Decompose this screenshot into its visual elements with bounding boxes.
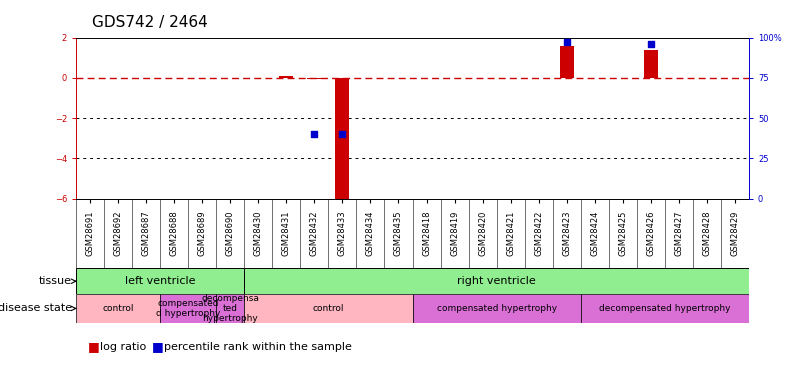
Bar <box>581 294 749 322</box>
Text: GSM28426: GSM28426 <box>646 211 655 256</box>
Point <box>644 41 657 47</box>
Text: log ratio: log ratio <box>100 342 147 352</box>
Text: GSM28691: GSM28691 <box>86 211 95 256</box>
Point <box>561 39 574 45</box>
Text: percentile rank within the sample: percentile rank within the sample <box>164 342 352 352</box>
Point <box>308 131 320 137</box>
Text: GSM28430: GSM28430 <box>254 211 263 256</box>
Bar <box>244 294 413 322</box>
Text: disease state: disease state <box>0 303 72 313</box>
Text: GSM28422: GSM28422 <box>534 211 543 256</box>
Point <box>336 131 349 137</box>
Text: GSM28434: GSM28434 <box>366 211 375 256</box>
Text: control: control <box>103 304 134 313</box>
Bar <box>76 294 160 322</box>
Text: compensated hypertrophy: compensated hypertrophy <box>437 304 557 313</box>
Bar <box>308 78 321 79</box>
Text: GSM28420: GSM28420 <box>478 211 487 256</box>
Text: GSM28687: GSM28687 <box>142 211 151 256</box>
Text: decompensa
ted
hypertrophy: decompensa ted hypertrophy <box>201 294 260 323</box>
Text: GSM28429: GSM28429 <box>731 211 739 256</box>
Text: tissue: tissue <box>39 276 72 286</box>
Text: ■: ■ <box>152 340 164 353</box>
Text: GSM28423: GSM28423 <box>562 211 571 256</box>
Bar <box>76 268 244 294</box>
Text: GSM28418: GSM28418 <box>422 211 431 256</box>
Text: GSM28692: GSM28692 <box>114 211 123 256</box>
Text: left ventricle: left ventricle <box>125 276 195 286</box>
Text: GDS742 / 2464: GDS742 / 2464 <box>92 15 208 30</box>
Text: decompensated hypertrophy: decompensated hypertrophy <box>599 304 731 313</box>
Text: GSM28690: GSM28690 <box>226 211 235 256</box>
Text: GSM28421: GSM28421 <box>506 211 515 256</box>
Text: GSM28427: GSM28427 <box>674 211 683 256</box>
Text: compensated
d hypertrophy: compensated d hypertrophy <box>156 299 220 318</box>
Text: GSM28425: GSM28425 <box>618 211 627 256</box>
Text: GSM28419: GSM28419 <box>450 211 459 256</box>
Bar <box>160 294 216 322</box>
Text: GSM28433: GSM28433 <box>338 211 347 256</box>
Bar <box>413 294 581 322</box>
Text: GSM28689: GSM28689 <box>198 211 207 256</box>
Text: GSM28428: GSM28428 <box>702 211 711 256</box>
Bar <box>280 76 293 78</box>
Text: right ventricle: right ventricle <box>457 276 536 286</box>
Text: ■: ■ <box>88 340 100 353</box>
Bar <box>336 78 349 199</box>
Bar <box>244 268 749 294</box>
Text: GSM28435: GSM28435 <box>394 211 403 256</box>
Bar <box>644 50 658 78</box>
Bar <box>560 46 574 78</box>
Text: GSM28424: GSM28424 <box>590 211 599 256</box>
Text: control: control <box>312 304 344 313</box>
Text: GSM28432: GSM28432 <box>310 211 319 256</box>
Text: GSM28431: GSM28431 <box>282 211 291 256</box>
Text: GSM28688: GSM28688 <box>170 211 179 256</box>
Bar <box>216 294 244 322</box>
